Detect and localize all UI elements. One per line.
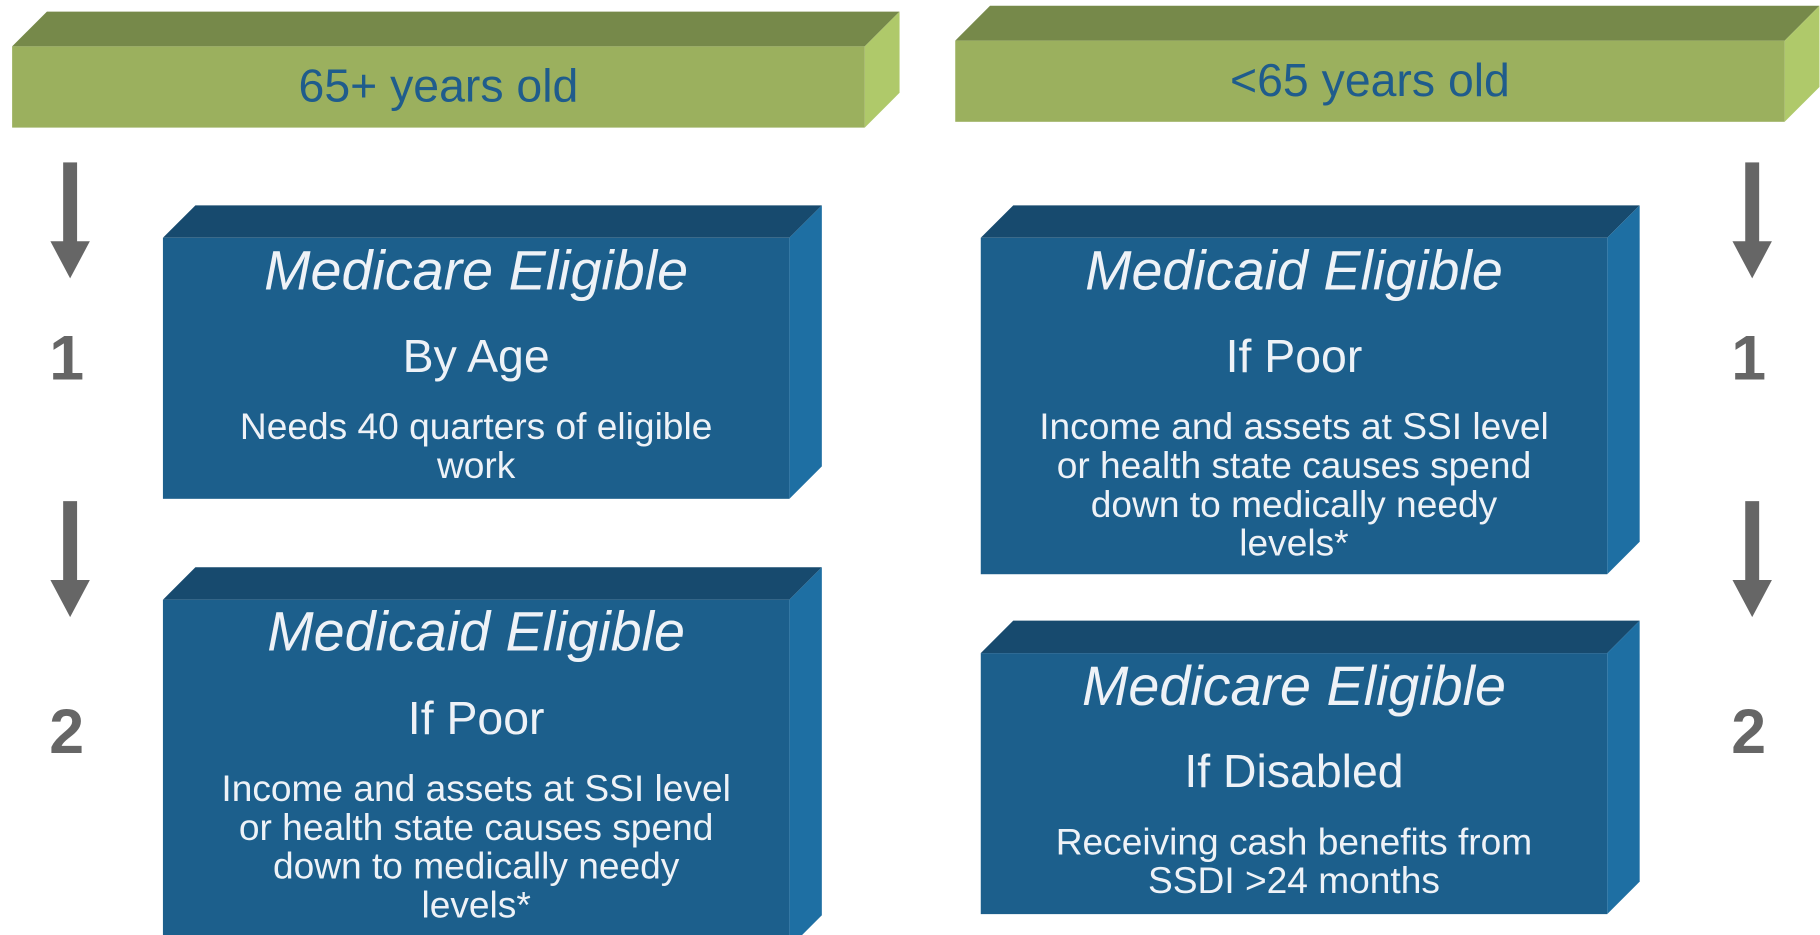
arrow-head bbox=[50, 241, 90, 279]
header-bar-front bbox=[955, 40, 1785, 122]
step-title: Medicaid Eligible bbox=[267, 600, 685, 662]
step-description: levels* bbox=[1239, 522, 1348, 564]
step-description: Needs 40 quarters of eligible bbox=[240, 405, 712, 447]
step-box-side bbox=[1607, 205, 1640, 575]
header-bar-side bbox=[864, 11, 900, 128]
step-subtitle: If Poor bbox=[1226, 330, 1363, 382]
step-description: levels* bbox=[421, 884, 530, 926]
step-box-side bbox=[1607, 620, 1640, 915]
step-description: Receiving cash benefits from bbox=[1056, 820, 1532, 862]
step-subtitle: By Age bbox=[403, 330, 550, 382]
step-box-top bbox=[162, 567, 822, 600]
arrow-shaft bbox=[1745, 501, 1760, 583]
arrow-shaft bbox=[63, 162, 78, 244]
step-subtitle: If Disabled bbox=[1184, 745, 1403, 797]
step-title: Medicare Eligible bbox=[1082, 655, 1506, 717]
header-bar-front bbox=[12, 46, 865, 128]
header-bar-top bbox=[12, 11, 900, 47]
step-description: SSDI >24 months bbox=[1148, 859, 1440, 901]
step-box-front bbox=[162, 599, 790, 935]
step-description: work bbox=[436, 444, 516, 486]
arrow-shaft bbox=[63, 501, 78, 583]
step-box-side bbox=[789, 567, 822, 935]
step-box-side bbox=[789, 205, 822, 499]
header-bar bbox=[955, 5, 1820, 122]
step-number: 1 bbox=[49, 324, 84, 394]
header-bar-top bbox=[955, 5, 1820, 41]
step-box-front bbox=[162, 237, 790, 499]
step-number: 2 bbox=[1731, 697, 1766, 767]
step-title: Medicare Eligible bbox=[264, 240, 688, 302]
step-box bbox=[980, 205, 1640, 575]
step-box-front bbox=[980, 653, 1608, 915]
step-description: down to medically needy bbox=[273, 845, 680, 887]
step-box bbox=[162, 567, 822, 935]
step-title: Medicaid Eligible bbox=[1085, 240, 1503, 302]
arrow-head bbox=[1732, 580, 1772, 618]
step-box bbox=[162, 205, 822, 499]
step-box-front bbox=[980, 237, 1608, 575]
header-label: <65 years old bbox=[1230, 54, 1510, 106]
header-bar-side bbox=[1784, 5, 1820, 122]
step-box-top bbox=[980, 205, 1640, 238]
step-box bbox=[980, 620, 1640, 915]
step-description: Income and assets at SSI level bbox=[221, 767, 730, 809]
arrow-head bbox=[1732, 241, 1772, 279]
step-description: Income and assets at SSI level bbox=[1039, 405, 1549, 447]
step-description: or health state causes spend bbox=[239, 806, 713, 848]
step-subtitle: If Poor bbox=[408, 692, 545, 744]
step-box-top bbox=[162, 205, 822, 238]
arrow-shaft bbox=[1745, 162, 1760, 244]
header-bar bbox=[12, 11, 900, 128]
step-number: 1 bbox=[1731, 324, 1766, 394]
header-label: 65+ years old bbox=[299, 60, 579, 112]
step-number: 2 bbox=[49, 697, 84, 767]
step-box-top bbox=[980, 620, 1640, 654]
arrow-head bbox=[50, 580, 90, 618]
step-description: down to medically needy bbox=[1091, 483, 1498, 525]
step-description: or health state causes spend bbox=[1057, 444, 1532, 486]
